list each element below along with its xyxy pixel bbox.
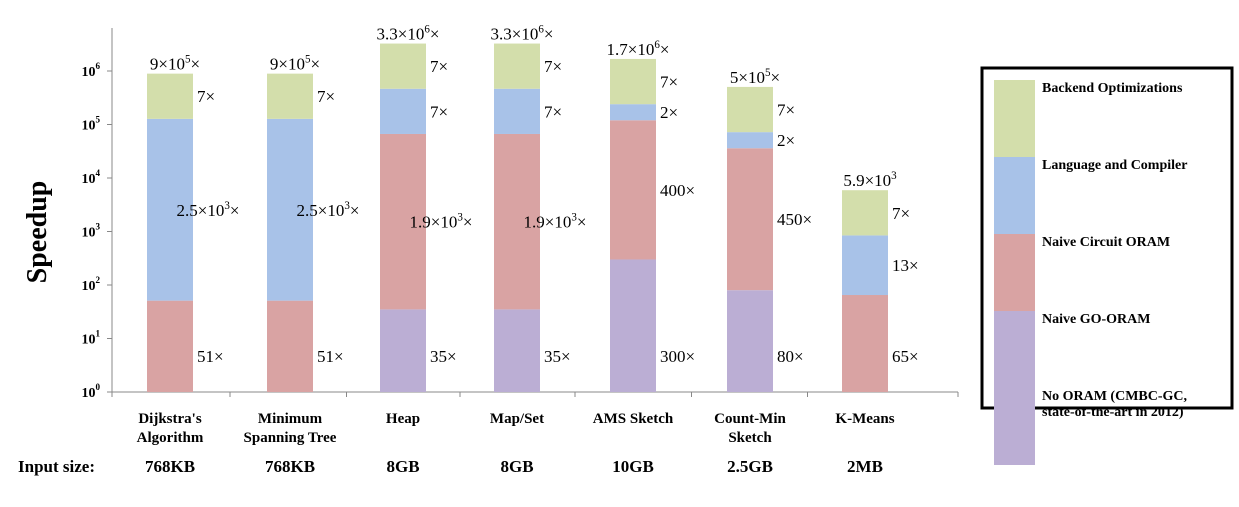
segment-label: 35×	[544, 347, 571, 366]
bar-segment	[727, 86, 773, 133]
segment-label: 80×	[777, 347, 804, 366]
legend-label: Backend Optimizations	[1042, 81, 1183, 96]
legend-label: No ORAM (CMBC-GC,	[1042, 389, 1187, 404]
input-size-value: 2.5GB	[727, 457, 773, 476]
segment-label: 1.9×103×	[410, 212, 473, 232]
segment-label: 2×	[660, 103, 678, 122]
y-tick-label: 105	[81, 115, 100, 134]
bar-segment	[147, 73, 193, 119]
segment-label: 7×	[660, 73, 678, 92]
legend-label: Naive GO-ORAM	[1042, 312, 1150, 327]
category-label: AMS Sketch	[593, 411, 674, 427]
bar-segment	[842, 190, 888, 236]
segment-label: 7×	[197, 87, 215, 106]
segment-label: 51×	[197, 347, 224, 366]
category-label: Count-Min	[714, 411, 786, 427]
total-label: 5×105×	[730, 67, 780, 87]
bar-segment	[380, 133, 426, 310]
segment-label: 2.5×103×	[297, 200, 360, 220]
category-label: Dijkstra's	[138, 411, 201, 427]
bar-segment	[267, 73, 313, 119]
category-label: Sketch	[728, 430, 772, 446]
y-tick-label: 103	[81, 222, 100, 241]
input-size-value: 8GB	[386, 457, 419, 476]
segment-label: 7×	[777, 101, 795, 120]
category-label: Algorithm	[137, 430, 204, 446]
legend-swatch	[994, 388, 1035, 465]
bar-segment	[267, 118, 313, 301]
bar-segment	[727, 290, 773, 392]
input-size-value: 10GB	[612, 457, 654, 476]
input-size-value: 2MB	[847, 457, 883, 476]
input-size-label: Input size:	[18, 457, 95, 476]
category-label: K-Means	[835, 411, 894, 427]
total-label: 9×105×	[150, 54, 200, 74]
segment-label: 65×	[892, 347, 919, 366]
bar-segment	[494, 133, 540, 310]
y-tick-label: 101	[81, 329, 100, 348]
y-tick-label: 106	[81, 61, 100, 80]
segment-label: 400×	[660, 181, 695, 200]
bar-segment	[380, 88, 426, 134]
segment-label: 1.9×103×	[524, 212, 587, 232]
segment-label: 7×	[544, 57, 562, 76]
category-label: Heap	[386, 411, 420, 427]
total-label: 5.9×103	[843, 170, 897, 190]
y-tick-label: 104	[81, 168, 100, 187]
legend: Backend Optimizations Language and Compil…	[980, 66, 1234, 465]
bar-segment	[147, 300, 193, 392]
bar-segment	[494, 43, 540, 89]
total-label: 1.7×106×	[607, 39, 670, 59]
bar-segment	[610, 259, 656, 392]
segment-label: 7×	[430, 102, 448, 121]
bar-segment	[494, 88, 540, 134]
y-axis-label: Speedup	[22, 181, 53, 284]
bar-segment	[610, 58, 656, 105]
bar-segment	[494, 309, 540, 392]
legend-label: Language and Compiler	[1042, 158, 1187, 173]
bar-segment	[380, 43, 426, 89]
category-label: Minimum	[258, 411, 323, 427]
y-tick-label: 102	[81, 275, 100, 294]
legend-swatch	[994, 311, 1035, 388]
segment-label: 13×	[892, 256, 919, 275]
segment-label: 2×	[777, 131, 795, 150]
segment-label: 7×	[317, 87, 335, 106]
category-label: Map/Set	[490, 411, 544, 427]
segment-label: 7×	[430, 57, 448, 76]
bar-segment	[380, 309, 426, 392]
segment-label: 51×	[317, 347, 344, 366]
segment-label: 7×	[544, 102, 562, 121]
bar-segment	[842, 235, 888, 296]
bar-segment	[727, 148, 773, 291]
segment-label: 300×	[660, 347, 695, 366]
legend-label: Naive Circuit ORAM	[1042, 235, 1170, 250]
segment-label: 35×	[430, 347, 457, 366]
y-tick-label: 100	[81, 382, 100, 401]
segment-label: 7×	[892, 204, 910, 223]
legend-label: state-of-the-art in 2012)	[1042, 405, 1184, 420]
bar-segment	[610, 120, 656, 260]
category-label: Spanning Tree	[244, 430, 337, 446]
bar-segment	[842, 295, 888, 392]
total-label: 3.3×106×	[377, 24, 440, 44]
segment-label: 2.5×103×	[177, 200, 240, 220]
bar-segment	[147, 118, 193, 301]
input-size-value: 8GB	[500, 457, 533, 476]
input-size-value: 768KB	[265, 457, 315, 476]
legend-swatch	[994, 234, 1035, 311]
input-size-value: 768KB	[145, 457, 195, 476]
legend-swatch	[994, 157, 1035, 234]
total-label: 9×105×	[270, 54, 320, 74]
bar-segment	[610, 104, 656, 121]
total-label: 3.3×106×	[491, 24, 554, 44]
bar-segment	[267, 300, 313, 392]
legend-swatch	[994, 80, 1035, 157]
bar-segment	[727, 132, 773, 149]
segment-label: 450×	[777, 210, 812, 229]
